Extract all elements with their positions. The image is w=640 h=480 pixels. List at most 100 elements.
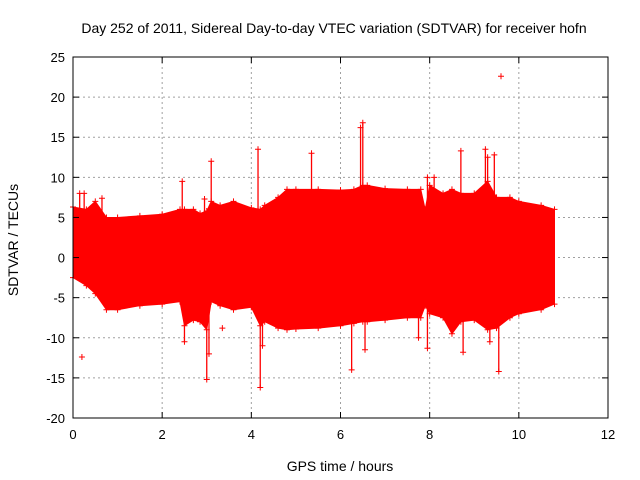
x-tick-label: 6: [337, 427, 344, 442]
data-point: [275, 325, 282, 332]
data-point: [177, 298, 183, 305]
y-tick-label: -10: [46, 331, 65, 346]
data-point: [205, 350, 212, 357]
data-point: [230, 306, 237, 313]
data-band: [72, 180, 555, 335]
data-point: [261, 202, 268, 209]
data-point: [190, 317, 197, 324]
data-point: [308, 150, 315, 157]
x-axis-label: GPS time / hours: [287, 458, 394, 474]
data-point: [415, 334, 422, 341]
data-point: [203, 376, 210, 383]
data-point: [359, 119, 366, 126]
data-point: [217, 202, 224, 209]
chart-title: Day 252 of 2011, Sidereal Day-to-day VTE…: [81, 20, 586, 36]
data-point: [103, 306, 110, 313]
y-tick-label: -15: [46, 371, 65, 386]
data-point: [197, 210, 204, 217]
data-point: [83, 282, 90, 289]
data-point: [81, 190, 88, 197]
data-point: [538, 202, 545, 209]
data-point: [348, 366, 355, 373]
data-point: [78, 354, 85, 361]
data-point: [257, 384, 264, 391]
data-point: [201, 195, 208, 202]
data-point: [551, 301, 558, 308]
data-point: [190, 206, 197, 213]
data-point: [448, 186, 455, 193]
y-tick-label: 25: [51, 50, 65, 65]
y-tick-label: -5: [53, 291, 65, 306]
data-point: [538, 306, 545, 313]
data-point: [136, 212, 143, 219]
data-point: [457, 147, 464, 154]
data-point: [364, 182, 371, 189]
x-tick-label: 4: [248, 427, 255, 442]
data-point: [92, 198, 99, 205]
x-tick-label: 8: [426, 427, 433, 442]
y-tick-label: 20: [51, 90, 65, 105]
data-point: [515, 310, 522, 317]
data-point: [440, 190, 447, 197]
data-point: [181, 338, 188, 345]
data-point: [275, 194, 282, 201]
data-point: [448, 330, 455, 337]
data-point: [219, 325, 226, 332]
data-point: [159, 211, 166, 218]
data-point: [506, 314, 513, 321]
data-point: [292, 186, 299, 193]
data-point: [114, 306, 121, 313]
data-point: [217, 302, 224, 309]
y-axis-label: SDTVAR / TECUs: [5, 184, 21, 296]
x-tick-label: 0: [69, 427, 76, 442]
data-point: [350, 186, 357, 193]
data-point: [495, 368, 502, 375]
data-point: [486, 338, 493, 345]
data-point: [482, 146, 489, 153]
data-point: [471, 190, 478, 197]
data-point: [484, 154, 491, 161]
data-point: [259, 342, 266, 349]
data-point: [506, 194, 513, 201]
data-point: [284, 186, 290, 193]
data-point: [103, 214, 110, 221]
x-tick-label: 10: [512, 427, 526, 442]
data-point: [404, 314, 411, 321]
data-point: [382, 317, 389, 324]
data-point: [159, 301, 166, 308]
data-point: [337, 187, 344, 194]
data-point: [114, 214, 121, 221]
axis-ticks: 0 2 4 6 8 10 12 -20 -15 -10 -5 0 5 10 15 20 25: [46, 50, 615, 442]
data-point: [362, 346, 369, 353]
y-tick-label: 10: [51, 170, 65, 185]
data-point: [417, 186, 424, 193]
data-point: [315, 325, 322, 332]
data-point: [292, 325, 299, 332]
data-point: [424, 345, 431, 352]
data-point: [551, 206, 558, 213]
data-series: [70, 73, 558, 391]
data-point: [404, 186, 411, 193]
data-point: [98, 195, 105, 202]
data-point: [431, 174, 438, 181]
x-tick-label: 12: [601, 427, 615, 442]
data-point: [491, 151, 498, 158]
data-point: [382, 185, 389, 192]
data-point: [460, 349, 467, 356]
data-point: [424, 174, 431, 181]
data-point: [136, 302, 143, 309]
data-point: [179, 178, 186, 185]
data-point: [230, 198, 237, 205]
data-point: [248, 304, 255, 311]
data-point: [315, 186, 322, 193]
y-tick-label: 0: [58, 251, 65, 266]
data-point: [471, 317, 478, 324]
data-point: [440, 314, 447, 321]
data-point: [92, 290, 99, 297]
y-tick-label: 5: [58, 210, 65, 225]
data-point: [337, 322, 344, 329]
x-tick-label: 2: [159, 427, 166, 442]
data-point: [498, 73, 504, 80]
data-point: [197, 318, 204, 325]
